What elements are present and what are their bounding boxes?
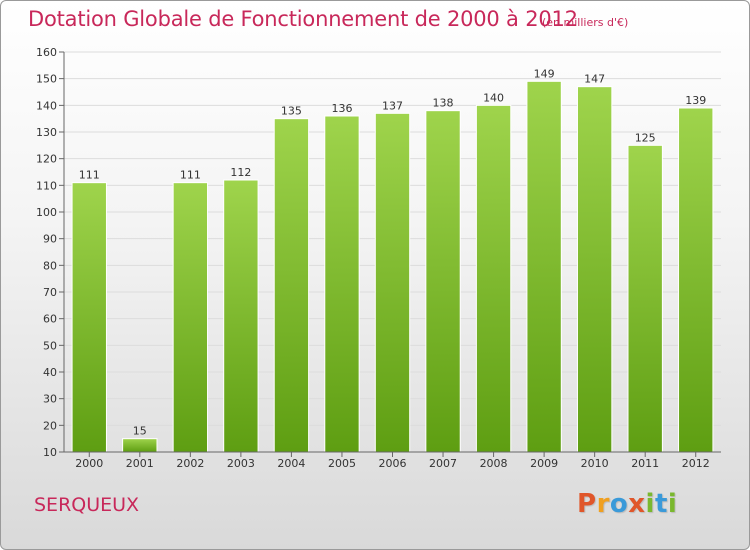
x-tick-label: 2007 bbox=[429, 457, 457, 470]
y-tick-label: 60 bbox=[43, 313, 57, 326]
commune-name: SERQUEUX bbox=[34, 494, 140, 516]
chart-subtitle: (en milliers d'€) bbox=[542, 16, 629, 29]
value-label: 111 bbox=[180, 169, 201, 182]
y-tick-label: 150 bbox=[36, 73, 57, 86]
y-tick-label: 30 bbox=[43, 393, 57, 406]
bar-2011 bbox=[627, 144, 663, 453]
value-label: 111 bbox=[79, 169, 100, 182]
y-tick-label: 140 bbox=[36, 99, 57, 112]
y-tick-label: 130 bbox=[36, 126, 57, 139]
y-tick-label: 70 bbox=[43, 286, 57, 299]
bar-2003 bbox=[223, 179, 259, 453]
x-tick-label: 2010 bbox=[581, 457, 609, 470]
logo-letter: o bbox=[609, 489, 629, 519]
y-tick-label: 80 bbox=[43, 259, 57, 272]
x-tick-label: 2006 bbox=[379, 457, 407, 470]
value-label: 138 bbox=[433, 97, 454, 110]
y-tick-label: 120 bbox=[36, 153, 57, 166]
x-tick-label: 2002 bbox=[176, 457, 204, 470]
bar-2008 bbox=[475, 104, 512, 453]
x-tick-label: 2005 bbox=[328, 457, 356, 470]
x-tick-label: 2003 bbox=[227, 457, 255, 470]
x-tick-label: 2008 bbox=[480, 457, 508, 470]
bar-2012 bbox=[678, 107, 714, 453]
value-label: 140 bbox=[483, 91, 504, 104]
value-label: 112 bbox=[230, 166, 251, 179]
proxiti-logo: Proxiti bbox=[577, 489, 677, 519]
logo-letter: P bbox=[577, 489, 597, 519]
bar-2007 bbox=[425, 110, 461, 453]
logo-letter: i bbox=[645, 489, 655, 519]
value-label: 125 bbox=[635, 131, 656, 144]
bar-2009 bbox=[526, 80, 562, 453]
bar-2002 bbox=[172, 182, 209, 453]
y-tick-label: 160 bbox=[36, 46, 57, 59]
bar-2010 bbox=[576, 86, 613, 453]
x-tick-label: 2000 bbox=[75, 457, 103, 470]
y-tick-label: 40 bbox=[43, 366, 57, 379]
logo-letter: r bbox=[596, 489, 610, 519]
x-tick-label: 2011 bbox=[631, 457, 659, 470]
logo-letter: t bbox=[654, 489, 668, 519]
value-label: 139 bbox=[685, 94, 706, 107]
bar-2000 bbox=[71, 182, 107, 453]
y-tick-label: 50 bbox=[43, 339, 57, 352]
x-tick-label: 2001 bbox=[126, 457, 154, 470]
chart-title: Dotation Globale de Fonctionnement de 20… bbox=[28, 7, 578, 31]
y-tick-label: 90 bbox=[43, 233, 57, 246]
y-tick-label: 20 bbox=[43, 419, 57, 432]
bar-2005 bbox=[324, 115, 360, 453]
x-tick-label: 2012 bbox=[682, 457, 710, 470]
value-label: 15 bbox=[133, 425, 147, 438]
y-tick-label: 10 bbox=[43, 446, 57, 459]
value-label: 137 bbox=[382, 99, 403, 112]
x-tick-label: 2004 bbox=[277, 457, 305, 470]
y-tick-label: 100 bbox=[36, 206, 57, 219]
bar-2006 bbox=[374, 112, 411, 453]
x-tick-label: 2009 bbox=[530, 457, 558, 470]
logo-letter: x bbox=[628, 489, 646, 519]
bar-2004 bbox=[273, 118, 310, 453]
value-label: 149 bbox=[534, 67, 555, 80]
value-label: 135 bbox=[281, 105, 302, 118]
value-label: 136 bbox=[331, 102, 352, 115]
y-tick-label: 110 bbox=[36, 179, 57, 192]
bar-2001 bbox=[122, 438, 158, 453]
value-label: 147 bbox=[584, 73, 605, 86]
logo-letter: i bbox=[667, 489, 678, 519]
